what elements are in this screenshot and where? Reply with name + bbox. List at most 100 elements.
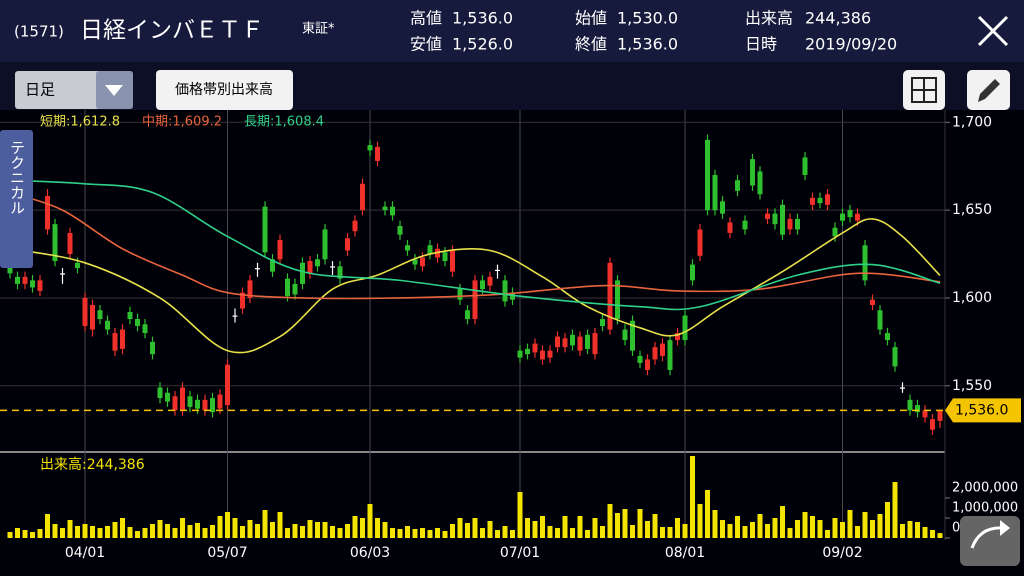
volume-bar	[172, 528, 178, 538]
candle-body	[885, 333, 890, 341]
volume-tick-label: 2,000,000	[952, 481, 1018, 496]
volume-bar	[427, 530, 433, 538]
volume-bar	[795, 520, 800, 538]
period-dropdown[interactable]: 日足	[15, 71, 133, 109]
volume-bar	[157, 520, 163, 538]
candle-body	[937, 410, 943, 421]
volume-bar	[52, 524, 58, 538]
candle-body	[210, 398, 215, 413]
volume-bar	[562, 516, 568, 538]
last-price-label: 1,536.0	[955, 402, 1008, 418]
stat-value: 2019/09/20	[805, 35, 897, 54]
volume-bar	[660, 527, 665, 538]
candle-body	[600, 319, 605, 327]
candle-body	[247, 280, 253, 298]
draw-button[interactable]	[967, 70, 1010, 110]
candle-body	[825, 194, 830, 205]
volume-bar	[697, 504, 703, 538]
volume-bar	[667, 527, 673, 538]
candle-body	[52, 224, 58, 262]
candle-body	[307, 261, 313, 274]
candle-body	[930, 419, 935, 430]
candle-body	[660, 343, 665, 356]
volume-bar	[255, 524, 260, 538]
volume-bar	[435, 528, 440, 538]
candle-body	[780, 204, 785, 235]
volume-bar	[577, 516, 583, 538]
volume-bar	[652, 514, 658, 538]
volume-bar	[60, 528, 65, 538]
moving-average-line	[9, 179, 941, 311]
candle-body	[165, 392, 170, 402]
candle-body	[240, 292, 245, 309]
volume-bar	[105, 526, 110, 538]
volume-bar	[405, 526, 410, 538]
stat-label: 安値	[410, 35, 442, 54]
volume-bar	[262, 510, 268, 538]
candle-body	[690, 264, 695, 281]
candle-body	[615, 280, 620, 320]
candle-body	[337, 266, 343, 279]
candle-body	[375, 146, 380, 161]
candle-body	[817, 197, 823, 204]
header-bar	[0, 0, 1024, 62]
volume-bar	[420, 528, 425, 538]
candle-body	[30, 280, 35, 288]
volume-bar	[352, 516, 358, 538]
legend-entry: 長期:1,608.4	[244, 115, 324, 130]
volume-bar	[270, 522, 275, 538]
volume-bar	[292, 524, 298, 538]
volume-bar	[780, 506, 785, 538]
moving-average-line	[9, 218, 941, 354]
volume-bar	[735, 516, 740, 538]
tab-label: テクニカル	[8, 140, 26, 215]
x-tick-label: 05/07	[207, 545, 247, 561]
volume-bar	[922, 527, 928, 538]
candle-body	[915, 405, 920, 413]
volume-bar	[285, 528, 290, 538]
candle-body	[705, 139, 710, 211]
candle-body	[352, 220, 358, 232]
volume-bar	[210, 525, 215, 538]
volume-bar	[570, 528, 575, 538]
candle-body	[202, 399, 208, 411]
close-button[interactable]	[977, 15, 1009, 47]
candle-body	[562, 338, 568, 348]
candle-body	[855, 213, 860, 221]
candle-body	[135, 319, 140, 327]
volume-bar	[330, 526, 335, 538]
technical-tab[interactable]: テクニカル	[0, 130, 33, 268]
candle-body	[157, 387, 163, 399]
volume-bar	[75, 526, 80, 538]
candle-body	[667, 340, 673, 370]
x-tick-label: 04/01	[65, 545, 105, 561]
volume-bar	[135, 531, 140, 538]
layout-button[interactable]	[903, 70, 945, 110]
y-tick-label: 1,600	[952, 290, 992, 306]
volume-profile-button[interactable]: 価格帯別出来高	[156, 70, 293, 110]
candle-body	[82, 297, 88, 327]
scroll-latest-button[interactable]	[960, 516, 1020, 566]
volume-bar	[907, 521, 913, 538]
candle-body	[105, 320, 110, 330]
volume-bar	[817, 520, 823, 538]
candle-body	[405, 245, 410, 251]
candle-body	[285, 278, 290, 297]
stat-value: 1,526.0	[452, 35, 513, 54]
volume-bar	[502, 526, 508, 538]
volume-bar	[112, 522, 118, 538]
volume-bar	[345, 524, 350, 538]
candle-body	[862, 245, 868, 281]
candle-body	[802, 157, 808, 175]
candle-body	[225, 364, 230, 406]
candle-body	[922, 410, 928, 418]
volume-bar	[727, 524, 733, 538]
candle-body	[532, 343, 538, 353]
stat-value: 1,536.0	[617, 35, 678, 54]
candle-body	[645, 359, 650, 370]
volume-bar	[840, 522, 845, 538]
stat-value: 1,530.0	[617, 9, 678, 28]
candle-body	[765, 213, 770, 219]
volume-bar	[465, 523, 470, 538]
